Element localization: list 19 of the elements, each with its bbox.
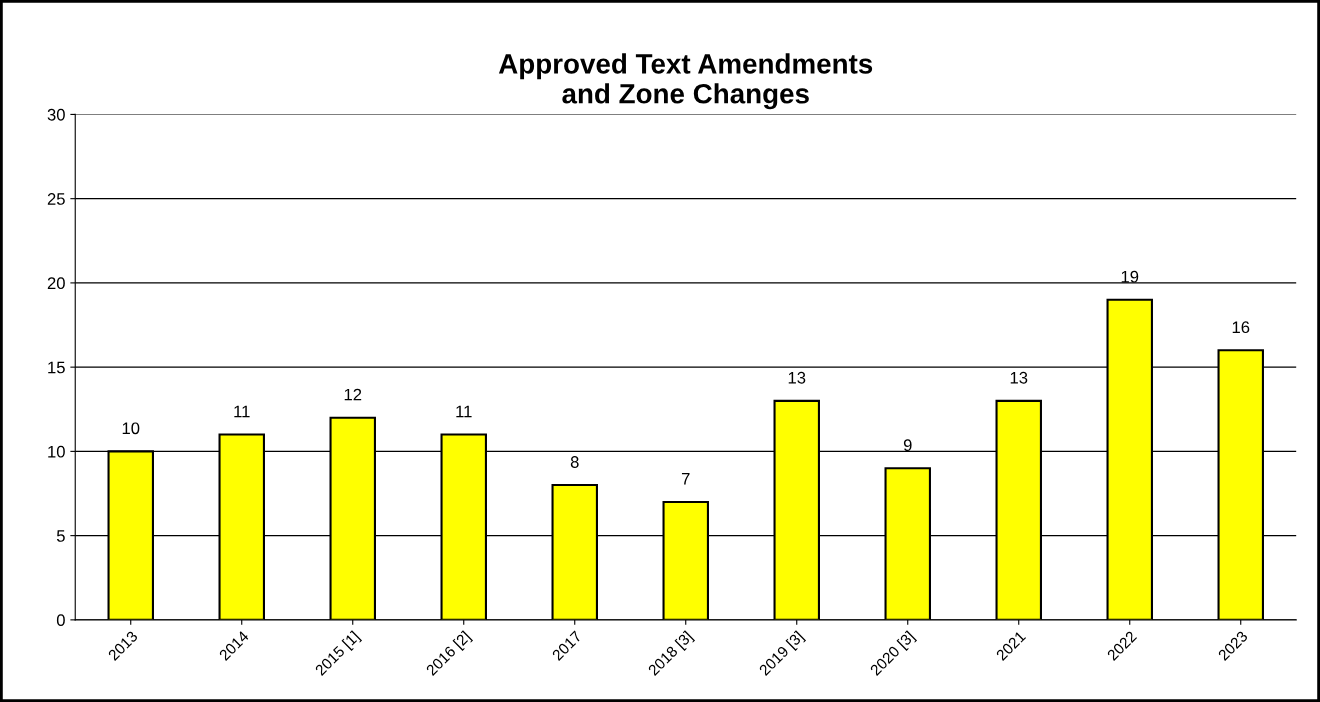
data-label: 7 [681,473,690,485]
y-tick-label: 0 [56,614,65,627]
y-tick-label: 25 [47,193,65,205]
data-label: 10 [122,422,140,435]
data-label: 16 [1232,321,1250,334]
data-label: 11 [234,405,250,418]
data-label: 13 [788,371,806,384]
data-label: 11 [456,405,472,418]
chart-title: Approved Text Amendments and Zone Changes [498,53,873,110]
y-tick-label: 30 [47,108,65,121]
y-tick-label: 20 [47,277,65,290]
data-label: 13 [1010,371,1028,384]
data-label: 8 [570,456,579,468]
data-label: 12 [344,388,362,401]
data-label: 9 [903,439,912,452]
y-tick-label: 10 [48,445,65,458]
y-tick-label: 5 [56,530,65,542]
y-tick-label: 15 [48,361,65,374]
data-label: 19 [1121,270,1139,283]
